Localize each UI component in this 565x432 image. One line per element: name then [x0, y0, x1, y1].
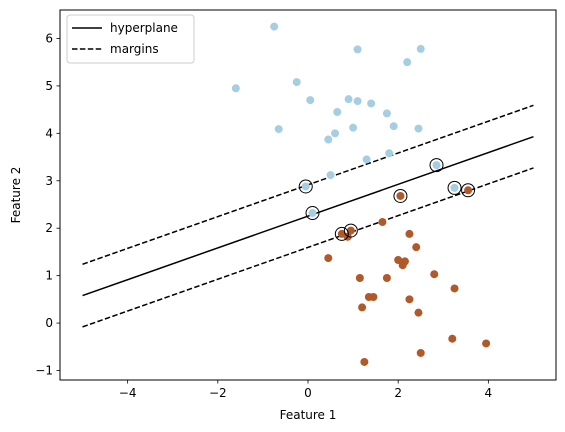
- legend-hyperplane-label: hyperplane: [110, 21, 178, 35]
- data-point-class-1: [394, 255, 403, 264]
- data-point-class-1: [430, 270, 439, 279]
- data-point-class-1: [450, 284, 459, 293]
- data-point-class-0: [389, 122, 398, 131]
- data-point-class-0: [450, 183, 459, 192]
- legend-box: [66, 14, 195, 64]
- data-point-class-0: [333, 107, 342, 116]
- data-point-class-0: [432, 161, 441, 170]
- data-point-class-0: [367, 99, 376, 108]
- data-point-class-1: [405, 229, 414, 238]
- data-point-class-0: [416, 44, 425, 53]
- data-point-class-1: [358, 303, 367, 312]
- support-vector-marker: [343, 223, 358, 238]
- data-point-class-0: [324, 135, 333, 144]
- x-tick-label: −4: [119, 386, 137, 400]
- data-point-class-0: [353, 45, 362, 54]
- x-tick-label: −2: [209, 386, 227, 400]
- y-tick-label: 2: [45, 221, 53, 235]
- x-tick-label: 4: [485, 386, 493, 400]
- legend-margins-label: margins: [110, 42, 159, 56]
- y-tick-label: 4: [45, 126, 53, 140]
- data-point-class-0: [270, 22, 279, 31]
- data-point-class-0: [292, 78, 301, 87]
- support-vector-marker: [298, 179, 313, 194]
- data-point-class-0: [349, 123, 358, 132]
- data-point-class-1: [412, 243, 421, 252]
- data-point-class-1: [382, 274, 391, 283]
- y-tick-label: 5: [45, 79, 53, 93]
- data-point-class-0: [414, 124, 423, 133]
- support-vector-marker: [305, 206, 320, 221]
- data-point-class-0: [326, 171, 335, 180]
- data-point-class-1: [378, 218, 387, 227]
- support-vector-marker: [447, 180, 462, 195]
- data-point-class-1: [482, 339, 491, 348]
- data-point-class-1: [398, 261, 407, 270]
- data-point-class-1: [346, 226, 355, 235]
- y-tick-label: 6: [45, 31, 53, 45]
- data-point-class-1: [405, 295, 414, 304]
- support-vector-marker: [334, 226, 349, 241]
- data-point-class-0: [274, 125, 283, 134]
- data-point-class-1: [396, 191, 405, 200]
- x-tick-label: 0: [304, 386, 312, 400]
- y-tick-label: 1: [45, 269, 53, 283]
- data-point-class-0: [301, 182, 310, 191]
- data-point-class-1: [369, 292, 378, 301]
- y-tick-label: −1: [35, 364, 53, 378]
- data-point-class-1: [448, 334, 457, 343]
- support-vector-marker: [461, 183, 476, 198]
- y-axis-label: Feature 2: [9, 167, 23, 224]
- data-point-class-1: [464, 186, 473, 195]
- data-point-class-0: [331, 129, 340, 138]
- data-point-class-0: [385, 149, 394, 158]
- legend: hyperplane margins: [66, 14, 195, 64]
- points-layer: [231, 22, 491, 366]
- x-tick-label: 2: [394, 386, 402, 400]
- support-vector-marker: [429, 158, 444, 173]
- data-point-class-1: [355, 274, 364, 283]
- data-point-class-1: [324, 254, 333, 263]
- support-vector-marker: [393, 188, 408, 203]
- x-axis-label: Feature 1: [280, 408, 337, 422]
- data-point-class-1: [416, 348, 425, 357]
- data-point-class-0: [231, 84, 240, 93]
- data-point-class-0: [353, 97, 362, 106]
- data-point-class-0: [344, 95, 353, 104]
- y-tick-label: 0: [45, 316, 53, 330]
- data-point-class-0: [403, 58, 412, 67]
- data-point-class-0: [362, 155, 371, 164]
- data-point-class-1: [414, 308, 423, 317]
- data-point-class-1: [360, 357, 369, 366]
- margin-line-2: [82, 167, 534, 328]
- hyperplane-line: [82, 135, 534, 297]
- ticks-layer: −4 −2 0 2 4 −1 0 1 2 3 4 5 6: [35, 31, 492, 400]
- data-point-class-0: [308, 209, 317, 218]
- support-vectors-layer: [298, 158, 476, 241]
- data-point-class-0: [306, 96, 315, 105]
- y-tick-label: 3: [45, 174, 53, 188]
- data-point-class-0: [382, 109, 391, 118]
